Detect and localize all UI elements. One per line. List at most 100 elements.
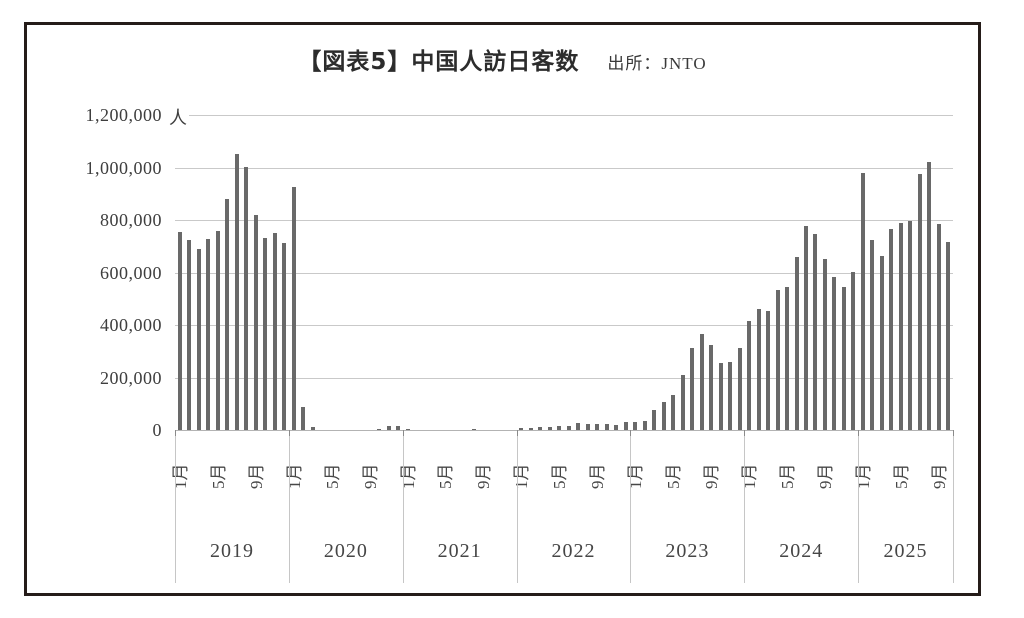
bar <box>699 334 704 430</box>
bar <box>832 277 837 430</box>
gridline <box>175 220 953 221</box>
month-tick-label: 9月 <box>929 463 949 490</box>
bar <box>187 240 192 430</box>
bar <box>936 224 941 430</box>
bar <box>576 423 581 430</box>
bar <box>538 427 543 430</box>
bar <box>177 232 182 430</box>
bar <box>747 320 751 430</box>
month-tick-label: 9月 <box>474 463 494 490</box>
bar <box>396 425 400 430</box>
bar <box>642 420 647 430</box>
bar <box>225 198 230 430</box>
x-axis-line <box>175 430 953 431</box>
bar <box>860 172 865 431</box>
gridline <box>175 115 953 116</box>
bar <box>841 286 846 430</box>
year-separator <box>744 433 746 583</box>
year-boundary-tick <box>402 430 404 436</box>
month-tick-label: 9月 <box>588 463 608 490</box>
bar <box>196 248 201 430</box>
bar <box>386 426 391 430</box>
year-label: 2022 <box>551 540 596 562</box>
y-tick-label: 0 <box>152 420 162 440</box>
bar <box>879 256 884 430</box>
month-tick-label: 5月 <box>664 463 684 490</box>
month-tick-label: 1月 <box>170 463 190 490</box>
bar <box>898 222 903 430</box>
bar <box>813 234 818 430</box>
bar <box>301 407 306 430</box>
bar <box>775 289 780 430</box>
chart-title: 【図表5】中国人訪日客数 <box>298 49 580 75</box>
bar <box>471 429 476 430</box>
y-tick-label: 1,000,000 <box>85 157 162 178</box>
bar <box>595 424 600 430</box>
month-tick-label: 5月 <box>436 463 456 490</box>
year-separator <box>516 433 518 583</box>
bar <box>547 427 552 430</box>
bar <box>794 256 799 430</box>
y-axis-unit-label: 人 <box>167 104 189 130</box>
y-tick-label: 1,200,000 <box>85 105 162 125</box>
month-tick-label: 5月 <box>550 463 570 490</box>
year-boundary-tick <box>175 430 176 436</box>
bar <box>405 428 410 430</box>
year-label: 2025 <box>883 540 928 562</box>
bar <box>917 174 922 430</box>
year-boundary-tick <box>858 430 860 436</box>
year-boundary-tick <box>953 430 954 436</box>
bar <box>803 226 808 430</box>
bar <box>889 229 894 430</box>
bar <box>377 429 381 430</box>
month-tick-label: 9月 <box>702 463 722 490</box>
bar <box>253 215 258 430</box>
year-boundary-tick <box>744 430 746 436</box>
month-tick-label: 5月 <box>778 463 797 490</box>
month-tick-label: 1月 <box>740 463 759 490</box>
bar <box>652 410 657 430</box>
bar <box>737 348 742 430</box>
bar <box>671 394 676 430</box>
year-separator <box>953 433 954 583</box>
gridline <box>175 325 953 326</box>
bar <box>927 162 932 431</box>
bar <box>557 426 562 430</box>
bar <box>766 311 770 430</box>
y-tick-label: 600,000 <box>100 262 162 283</box>
bar <box>756 309 761 430</box>
source-label: 出所：JNTO <box>607 54 707 73</box>
y-tick-label: 800,000 <box>100 210 162 230</box>
year-separator <box>630 433 632 583</box>
bar <box>709 344 714 430</box>
bar <box>633 421 638 430</box>
bar <box>519 427 524 430</box>
bar <box>623 422 628 430</box>
bar <box>728 362 732 430</box>
year-separator <box>858 433 860 583</box>
month-tick-label: 5月 <box>891 463 911 490</box>
year-separator <box>402 433 404 583</box>
month-tick-label: 1月 <box>398 463 418 490</box>
bar <box>282 243 287 430</box>
month-tick-label: 1月 <box>626 463 646 490</box>
bar <box>206 239 211 430</box>
bar <box>661 401 666 430</box>
year-label: 2023 <box>665 540 710 562</box>
bar <box>215 231 220 430</box>
year-label: 2019 <box>209 540 254 562</box>
chart-header: 【図表5】中国人訪日客数 出所：JNTO <box>24 42 981 76</box>
bar <box>614 424 619 430</box>
bar <box>680 375 685 430</box>
month-tick-label: 9月 <box>360 463 380 490</box>
gridline <box>175 377 953 379</box>
gridline <box>175 167 953 169</box>
bar <box>718 362 723 430</box>
bar <box>908 220 913 430</box>
month-tick-label: 5月 <box>208 463 228 490</box>
gridline <box>175 272 953 274</box>
month-tick-label: 9月 <box>246 463 266 490</box>
year-separator <box>175 433 176 583</box>
